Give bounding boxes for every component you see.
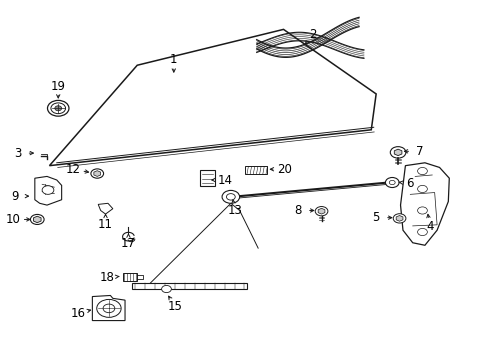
- Text: 11: 11: [98, 218, 113, 231]
- Circle shape: [417, 185, 427, 193]
- Text: 18: 18: [100, 271, 114, 284]
- Text: 2: 2: [308, 28, 316, 41]
- Polygon shape: [92, 296, 125, 320]
- Text: 13: 13: [227, 204, 242, 217]
- Text: 17: 17: [121, 237, 136, 250]
- Text: 8: 8: [294, 204, 301, 217]
- Polygon shape: [94, 171, 101, 176]
- Circle shape: [388, 180, 394, 185]
- Circle shape: [91, 169, 103, 178]
- Circle shape: [55, 106, 61, 111]
- Circle shape: [97, 300, 121, 318]
- Circle shape: [30, 215, 44, 225]
- Circle shape: [417, 167, 427, 175]
- Bar: [245, 166, 267, 174]
- Circle shape: [161, 285, 171, 293]
- Text: 9: 9: [12, 190, 19, 203]
- Text: 15: 15: [167, 300, 183, 313]
- Bar: [132, 283, 246, 289]
- Polygon shape: [395, 216, 402, 221]
- Text: 12: 12: [65, 163, 80, 176]
- Text: 10: 10: [5, 213, 20, 226]
- Text: 19: 19: [51, 80, 65, 93]
- Polygon shape: [49, 30, 375, 166]
- Polygon shape: [35, 176, 61, 205]
- Polygon shape: [400, 163, 448, 245]
- Polygon shape: [393, 149, 401, 156]
- Circle shape: [42, 186, 54, 194]
- Text: 4: 4: [425, 220, 433, 233]
- Circle shape: [417, 228, 427, 235]
- Circle shape: [103, 304, 115, 313]
- Polygon shape: [98, 203, 113, 214]
- Circle shape: [47, 100, 69, 116]
- Text: 5: 5: [372, 211, 379, 224]
- Bar: [122, 273, 137, 281]
- Circle shape: [222, 190, 239, 203]
- Text: 6: 6: [406, 177, 413, 190]
- Circle shape: [392, 214, 405, 223]
- Polygon shape: [33, 216, 41, 223]
- Text: 20: 20: [277, 163, 291, 176]
- Text: 7: 7: [415, 145, 423, 158]
- Circle shape: [51, 103, 65, 114]
- Circle shape: [385, 177, 398, 188]
- Text: 1: 1: [170, 53, 177, 66]
- Circle shape: [417, 207, 427, 214]
- Text: 14: 14: [217, 174, 232, 186]
- Circle shape: [226, 194, 235, 200]
- Bar: [199, 170, 215, 186]
- Circle shape: [315, 207, 327, 216]
- Polygon shape: [318, 208, 324, 214]
- Circle shape: [389, 147, 405, 158]
- Text: 3: 3: [14, 147, 21, 159]
- Text: 16: 16: [70, 307, 85, 320]
